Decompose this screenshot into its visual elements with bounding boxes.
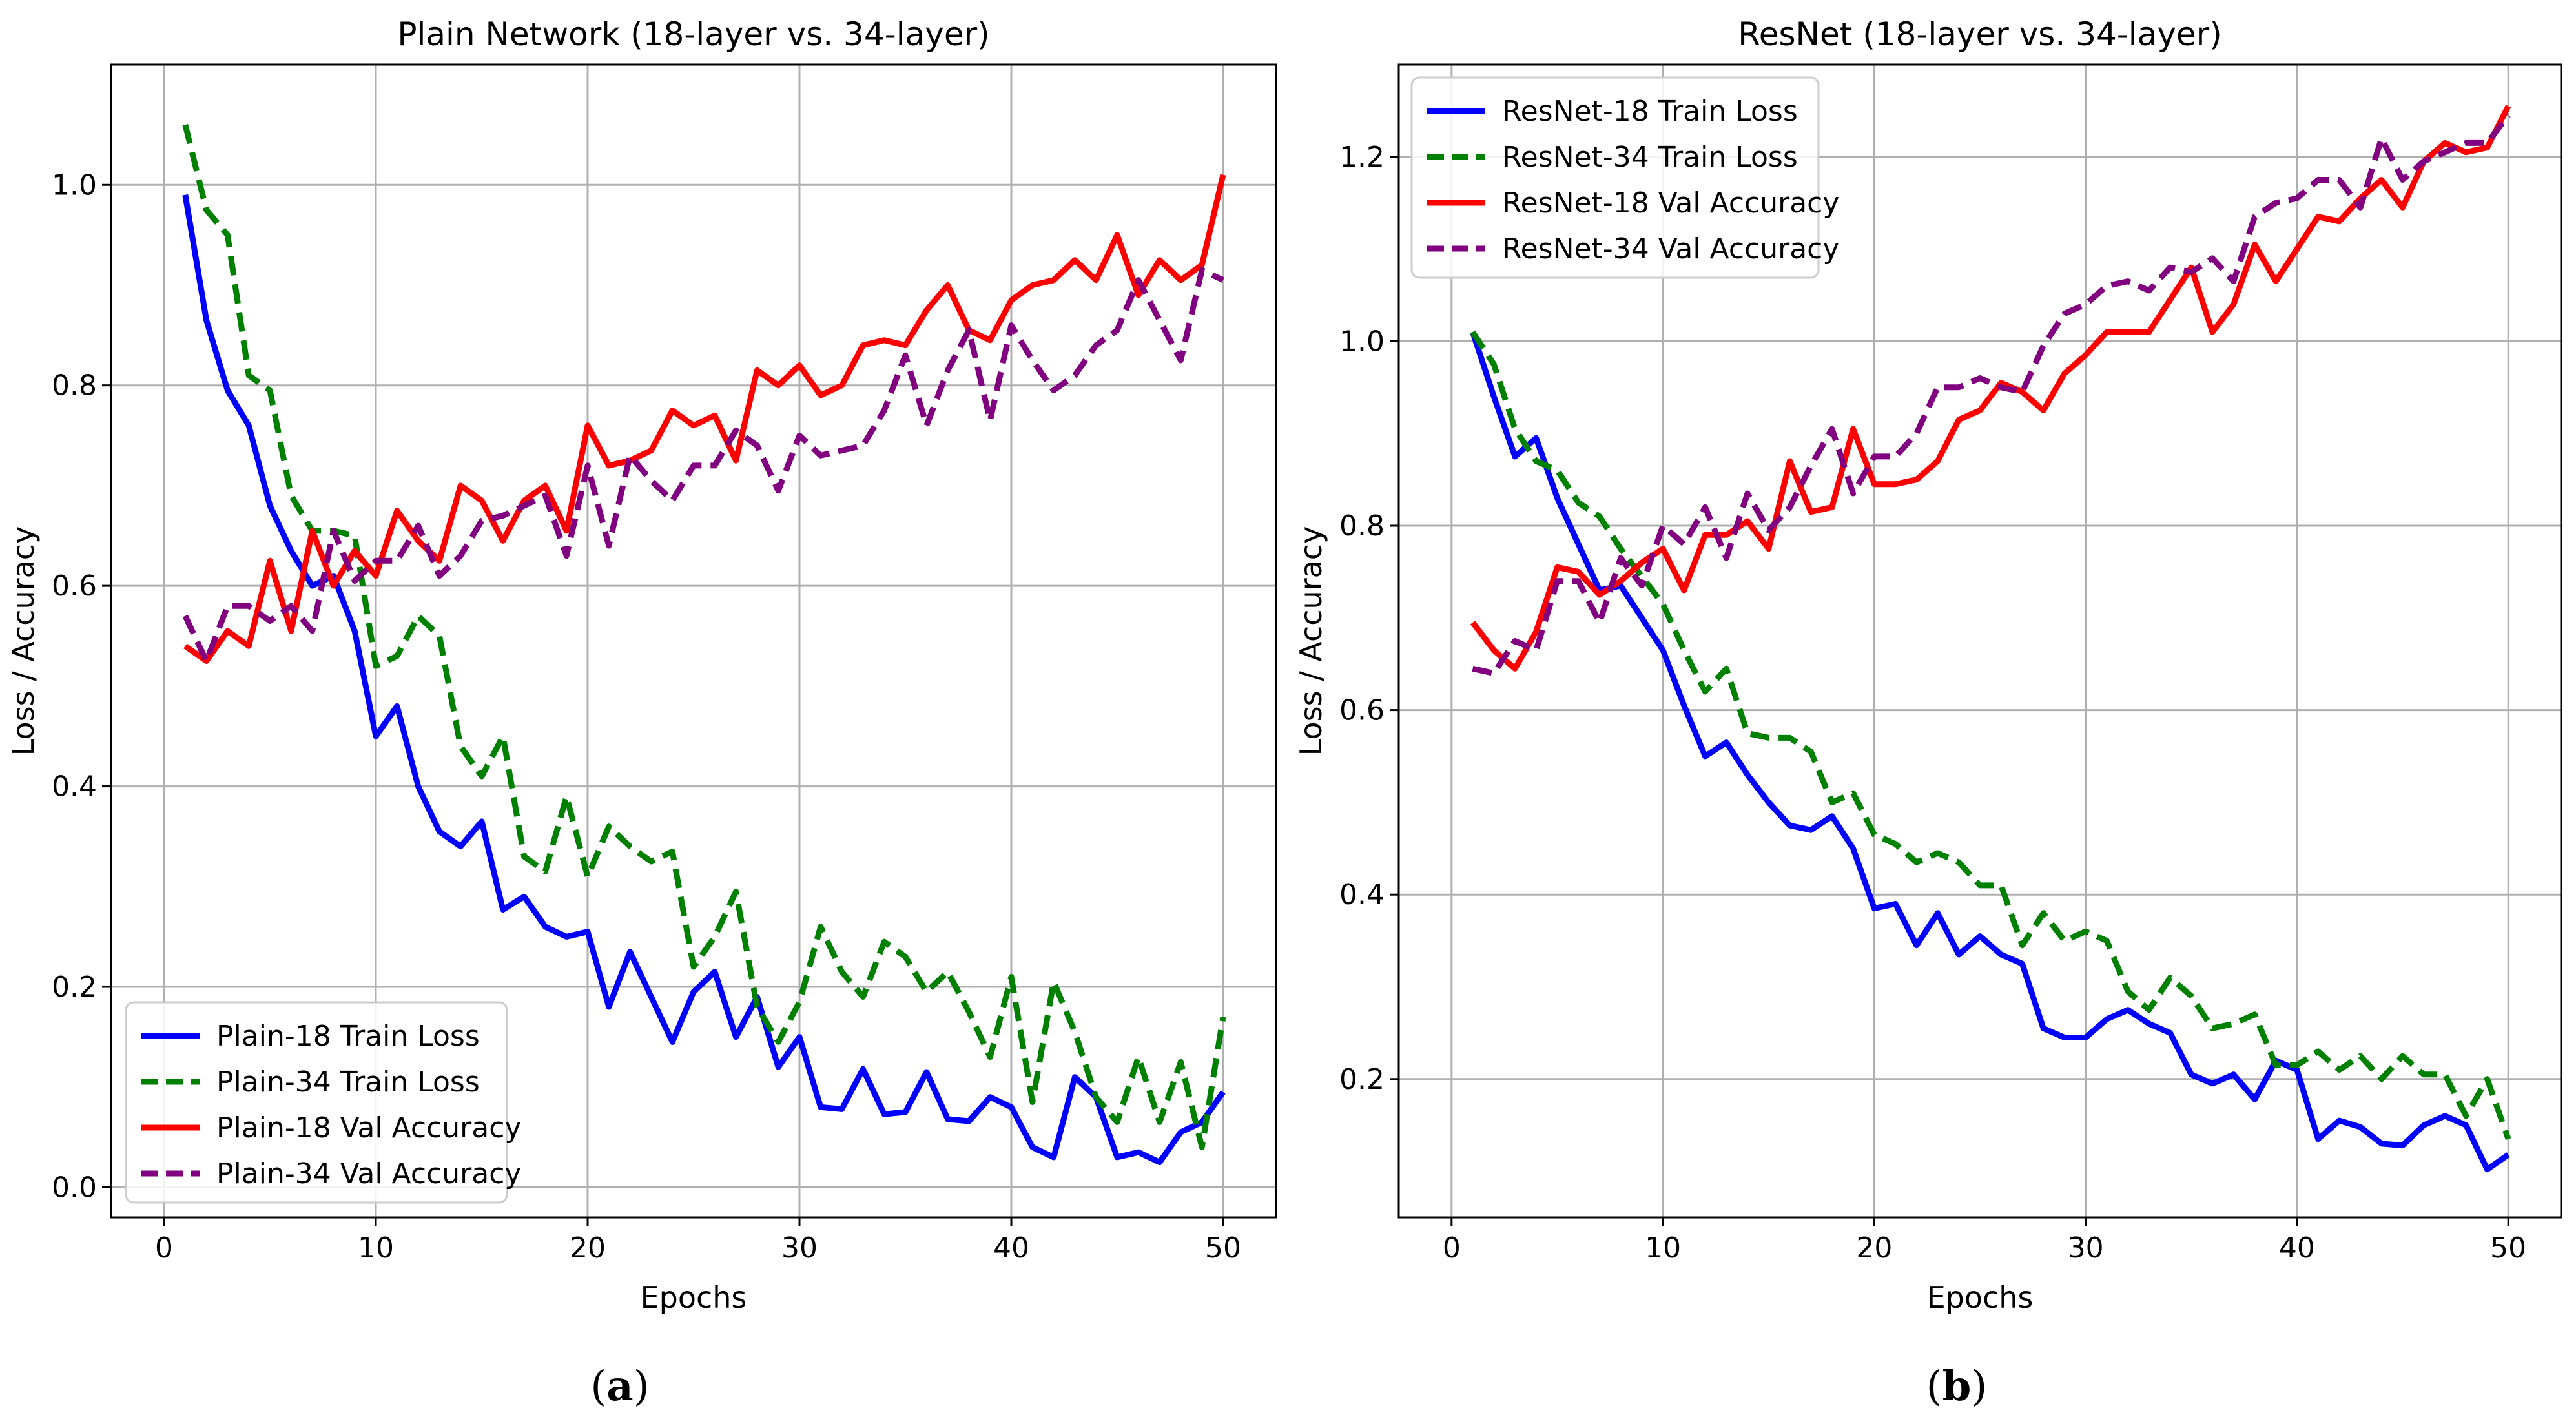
x-tick-label: 50	[1205, 1232, 1241, 1265]
legend-label: Plain-34 Train Loss	[216, 1066, 480, 1099]
legend-label: Plain-34 Val Accuracy	[216, 1157, 521, 1190]
panel-resnet: ResNet (18-layer vs. 34-layer) 0 10 20 30 40…	[1293, 16, 2562, 1315]
chart-title: Plain Network (18-layer vs. 34-layer)	[397, 16, 989, 53]
legend-label: ResNet-18 Train Loss	[1502, 95, 1798, 128]
x-axis-label: Epochs	[641, 1280, 747, 1315]
series-line-plain-18-train-loss	[182, 194, 1226, 1166]
panel-plain-network: Plain Network (18-layer vs. 34-layer) 0 1…	[6, 16, 1277, 1315]
plot-frame	[110, 63, 1277, 1219]
x-tick-label: 0	[1443, 1232, 1461, 1265]
series-line-plain-18-val-accuracy	[183, 174, 1226, 664]
caption-b: (b)	[1926, 1362, 1988, 1410]
chart-title: ResNet (18-layer vs. 34-layer)	[1738, 16, 2222, 53]
legend: Plain-18 Train Loss Plain-34 Train Loss Pl…	[125, 1001, 521, 1204]
x-tick-label: 50	[2490, 1232, 2526, 1265]
y-ticks: 0.2 0.4 0.6 0.8 1.0 1.2	[1339, 141, 1399, 1096]
y-tick-label: 1.0	[1339, 325, 1385, 358]
y-tick-label: 0.4	[1339, 878, 1385, 911]
y-axis-label: Loss / Accuracy	[1293, 526, 1328, 756]
caption-letter: b	[1942, 1362, 1972, 1410]
series-line-resnet-18-val-accuracy	[1470, 105, 2511, 672]
legend-label: Plain-18 Train Loss	[216, 1020, 480, 1053]
legend-label: Plain-18 Val Accuracy	[216, 1111, 521, 1144]
x-tick-label: 30	[781, 1232, 818, 1265]
y-tick-label: 1.0	[52, 169, 97, 202]
series-lines	[1470, 105, 2511, 1173]
y-tick-label: 0.8	[1339, 510, 1385, 542]
legend-box	[125, 1001, 508, 1204]
y-axis-label: Loss / Accuracy	[6, 526, 41, 756]
series-line-plain-34-val-accuracy	[182, 267, 1224, 664]
y-tick-label: 0.6	[52, 570, 97, 603]
x-ticks: 0 10 20 30 40 50	[155, 1217, 1241, 1265]
x-tick-label: 40	[993, 1232, 1029, 1265]
x-tick-label: 20	[570, 1232, 606, 1265]
x-tick-label: 10	[1645, 1232, 1681, 1265]
grid	[111, 65, 1276, 1217]
y-tick-label: 0.2	[52, 971, 97, 1004]
y-ticks: 0.0 0.2 0.4 0.6 0.8 1.0	[52, 169, 111, 1204]
series-line-plain-34-train-loss	[182, 124, 1226, 1150]
caption-letter: a	[606, 1362, 633, 1410]
series-lines	[182, 124, 1226, 1166]
x-axis-label: Epochs	[1927, 1280, 2034, 1315]
y-tick-label: 0.6	[1339, 694, 1385, 727]
legend-label: ResNet-34 Val Accuracy	[1502, 232, 1839, 265]
x-tick-label: 0	[155, 1232, 173, 1265]
y-tick-label: 0.0	[52, 1171, 97, 1204]
y-tick-label: 0.4	[52, 770, 97, 803]
y-tick-label: 1.2	[1339, 141, 1385, 174]
legend-label: ResNet-34 Train Loss	[1502, 141, 1798, 174]
x-tick-label: 10	[358, 1232, 394, 1265]
x-ticks: 0 10 20 30 40 50	[1443, 1217, 2526, 1265]
grid	[1399, 65, 2561, 1217]
series-line-resnet-34-train-loss	[1470, 330, 2511, 1141]
legend: ResNet-18 Train Loss ResNet-34 Train Loss…	[1410, 76, 1839, 279]
legend-label: ResNet-18 Val Accuracy	[1502, 187, 1839, 220]
plot-frame	[1397, 63, 2562, 1219]
x-tick-label: 30	[2068, 1232, 2104, 1265]
caption-a: (a)	[590, 1362, 649, 1410]
x-tick-label: 20	[1856, 1232, 1892, 1265]
x-tick-label: 40	[2279, 1232, 2315, 1265]
y-tick-label: 0.8	[52, 369, 97, 402]
legend-box	[1410, 76, 1820, 279]
y-tick-label: 0.2	[1339, 1063, 1385, 1096]
series-line-resnet-18-train-loss	[1470, 331, 2510, 1173]
